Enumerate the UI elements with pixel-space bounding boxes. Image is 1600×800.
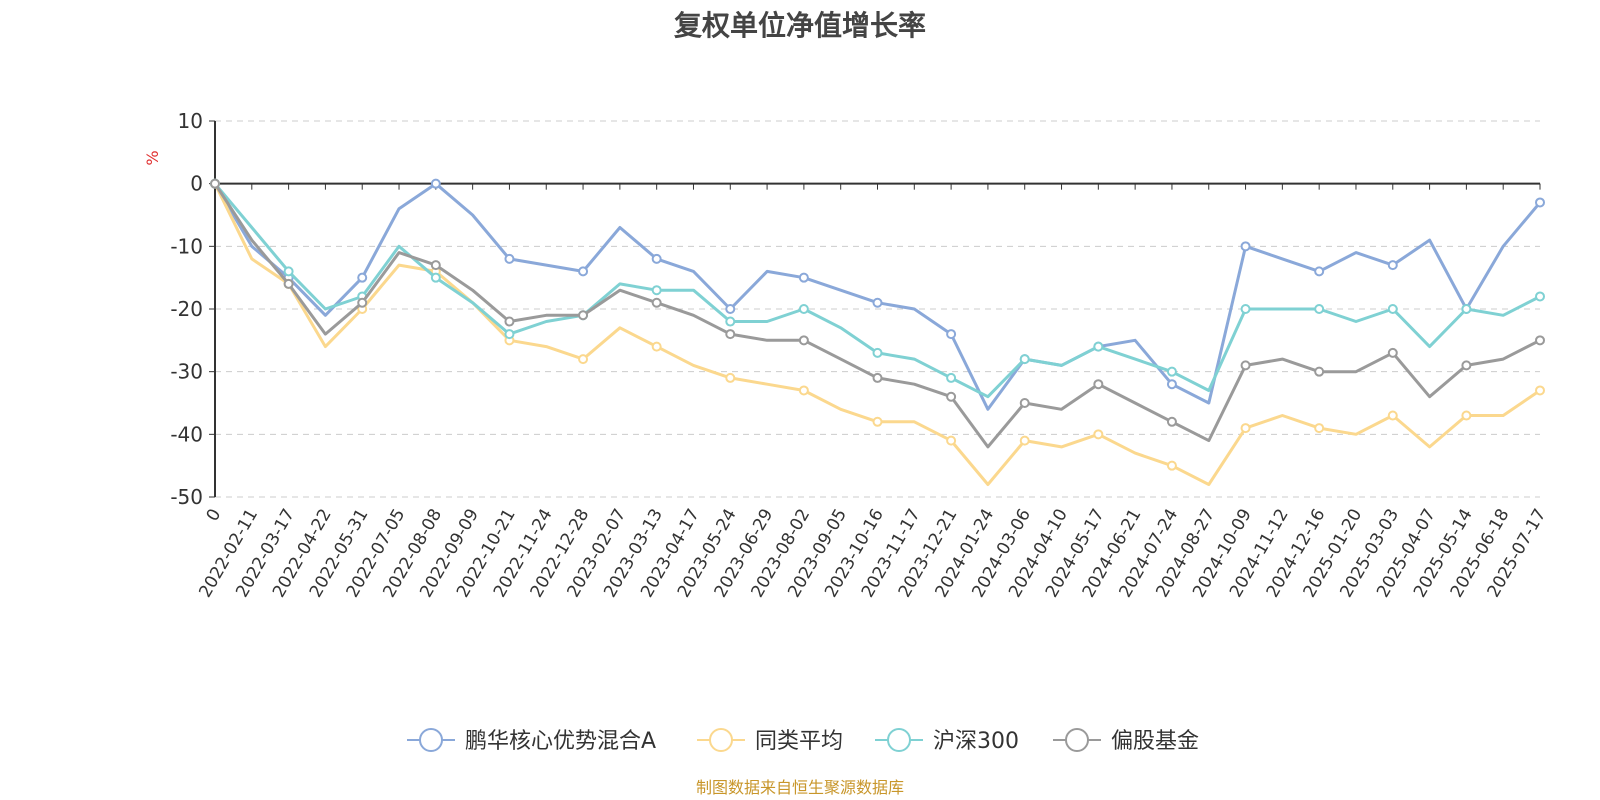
- series-line-2: [213, 182, 1541, 399]
- data-point: [872, 372, 883, 383]
- legend-label: 偏股基金: [1111, 729, 1199, 754]
- data-point: [430, 260, 441, 271]
- legend-item-3[interactable]: 偏股基金: [1053, 728, 1199, 754]
- data-point: [578, 310, 589, 321]
- data-point: [1240, 241, 1251, 252]
- data-point: [210, 178, 220, 189]
- legend-marker-icon: [1065, 728, 1089, 752]
- legend-label: 鹏华核心优势混合A: [465, 729, 656, 754]
- source-note: 制图数据来自恒生聚源数据库: [695, 778, 904, 797]
- data-point: [1314, 266, 1325, 277]
- y-unit-label: %: [143, 150, 162, 165]
- legend-marker-icon: [419, 728, 443, 752]
- x-tick-label: 0: [203, 506, 226, 525]
- data-point: [872, 297, 883, 308]
- data-point: [798, 272, 809, 283]
- data-point: [1240, 304, 1251, 314]
- data-point: [946, 435, 957, 446]
- data-point: [725, 316, 736, 327]
- data-point: [1093, 379, 1104, 390]
- y-tick-label: -10: [170, 234, 203, 258]
- legend-marker-icon: [709, 728, 733, 752]
- data-point: [504, 316, 515, 327]
- data-point: [1314, 304, 1325, 314]
- data-point: [430, 178, 441, 189]
- data-point: [1166, 366, 1177, 377]
- data-point: [1535, 291, 1545, 302]
- axis-layer: 100-10-20-30-40-5002022-02-112022-03-172…: [170, 109, 1550, 601]
- data-point: [357, 272, 368, 283]
- data-point: [1240, 360, 1251, 371]
- data-point: [725, 304, 736, 314]
- data-point: [1387, 304, 1398, 314]
- y-tick-label: 10: [178, 109, 203, 133]
- data-point: [1461, 360, 1472, 371]
- data-point: [798, 304, 809, 314]
- data-point: [946, 391, 957, 402]
- data-point: [357, 297, 368, 308]
- legend-marker-icon: [887, 728, 911, 752]
- data-point: [798, 335, 809, 346]
- data-point: [1240, 423, 1251, 434]
- data-point: [872, 416, 883, 427]
- data-point: [1387, 260, 1398, 271]
- grid-layer: [215, 120, 1540, 498]
- data-point: [1535, 335, 1545, 346]
- data-point: [1535, 385, 1545, 396]
- data-point: [1019, 398, 1030, 408]
- data-point: [1093, 429, 1104, 440]
- data-point: [651, 253, 662, 264]
- legend-label: 沪深300: [933, 729, 1019, 754]
- data-point: [651, 285, 662, 296]
- data-point: [651, 341, 662, 352]
- data-point: [725, 372, 736, 383]
- series-line-1: [213, 183, 1541, 486]
- data-point: [504, 329, 515, 340]
- data-point: [946, 372, 957, 383]
- legend-item-1[interactable]: 同类平均: [697, 728, 843, 754]
- data-point: [798, 385, 809, 396]
- data-point: [1093, 341, 1104, 352]
- y-tick-label: 0: [190, 172, 203, 196]
- data-point: [283, 278, 294, 289]
- data-point: [578, 266, 589, 277]
- chart-title: 复权单位净值增长率: [673, 9, 926, 42]
- data-point: [430, 272, 441, 283]
- y-tick-label: -50: [170, 485, 203, 509]
- data-point: [651, 297, 662, 308]
- data-point: [1535, 197, 1545, 208]
- data-point: [872, 347, 883, 358]
- data-point: [1166, 460, 1177, 471]
- legend-item-2[interactable]: 沪深300: [875, 728, 1019, 754]
- data-point: [578, 354, 589, 365]
- data-point: [1461, 410, 1472, 421]
- legend-label: 同类平均: [755, 729, 843, 754]
- data-point: [504, 253, 515, 264]
- data-point: [1461, 304, 1472, 314]
- data-point: [1166, 416, 1177, 427]
- data-point: [1387, 347, 1398, 358]
- data-point: [725, 329, 736, 340]
- data-point: [1314, 423, 1325, 434]
- y-tick-label: -40: [170, 422, 203, 446]
- data-point: [283, 266, 294, 277]
- series-layer: [210, 178, 1545, 486]
- legend[interactable]: 鹏华核心优势混合A 同类平均 沪深300 偏股基金: [407, 728, 1199, 754]
- y-tick-label: -20: [170, 297, 203, 321]
- data-point: [1019, 354, 1030, 365]
- legend-item-0[interactable]: 鹏华核心优势混合A: [407, 728, 656, 754]
- data-point: [1387, 410, 1398, 421]
- data-point: [946, 329, 957, 340]
- data-point: [1019, 435, 1030, 446]
- data-point: [1314, 366, 1325, 377]
- y-tick-label: -30: [170, 360, 203, 384]
- data-point: [1166, 379, 1177, 390]
